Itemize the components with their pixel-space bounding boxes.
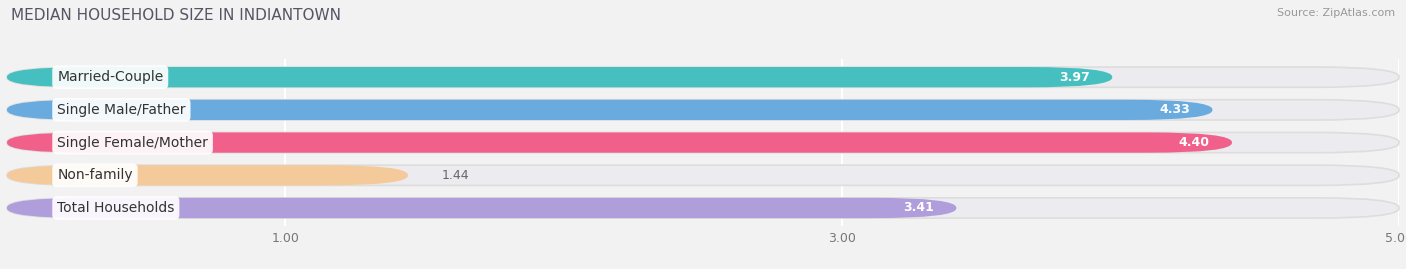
FancyBboxPatch shape — [7, 165, 1399, 185]
FancyBboxPatch shape — [7, 132, 1232, 153]
FancyBboxPatch shape — [7, 67, 1399, 87]
FancyBboxPatch shape — [7, 198, 956, 218]
Text: 4.33: 4.33 — [1160, 103, 1191, 116]
Text: Married-Couple: Married-Couple — [58, 70, 163, 84]
FancyBboxPatch shape — [7, 100, 1399, 120]
FancyBboxPatch shape — [7, 100, 1212, 120]
Text: Non-family: Non-family — [58, 168, 132, 182]
Text: MEDIAN HOUSEHOLD SIZE IN INDIANTOWN: MEDIAN HOUSEHOLD SIZE IN INDIANTOWN — [11, 8, 342, 23]
Text: Total Households: Total Households — [58, 201, 174, 215]
FancyBboxPatch shape — [7, 67, 1112, 87]
FancyBboxPatch shape — [7, 198, 1399, 218]
FancyBboxPatch shape — [7, 132, 1399, 153]
Text: 3.97: 3.97 — [1059, 71, 1090, 84]
FancyBboxPatch shape — [7, 165, 408, 185]
Text: Single Male/Father: Single Male/Father — [58, 103, 186, 117]
Text: Single Female/Mother: Single Female/Mother — [58, 136, 208, 150]
Text: 3.41: 3.41 — [903, 201, 934, 214]
Text: Source: ZipAtlas.com: Source: ZipAtlas.com — [1277, 8, 1395, 18]
Text: 4.40: 4.40 — [1178, 136, 1209, 149]
Text: 1.44: 1.44 — [441, 169, 470, 182]
